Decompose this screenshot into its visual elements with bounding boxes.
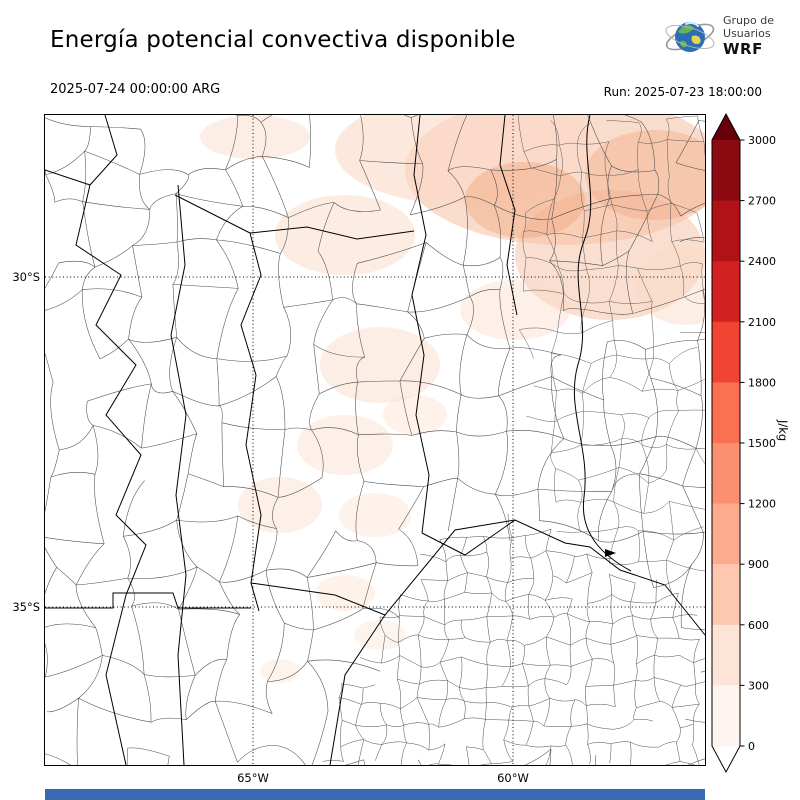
logo-text-wrf: WRF — [723, 40, 763, 59]
colorbar-tick-label: 0 — [748, 740, 755, 753]
colorbar-segment — [712, 624, 740, 686]
lon-tick-label-60w: 60°W — [497, 771, 529, 785]
cape-shaded-region — [354, 620, 406, 650]
cape-shaded-region — [275, 195, 415, 275]
province-boundary — [45, 169, 147, 765]
colorbar-under-arrow — [712, 746, 740, 772]
colorbar-unit-label: J/kg — [776, 420, 790, 442]
lon-tick-label-65w: 65°W — [237, 771, 269, 785]
colorbar-tick-label: 2400 — [748, 255, 776, 268]
cape-shaded-region — [297, 415, 393, 475]
colorbar-tick-label: 1500 — [748, 437, 776, 450]
colorbar-segment — [712, 321, 740, 383]
lat-tick-label-30s: 30°S — [12, 270, 40, 284]
city-marker — [605, 549, 616, 557]
colorbar-segment — [712, 443, 740, 504]
colorbar-tick-label: 900 — [748, 558, 769, 571]
colorbar-segment — [712, 261, 740, 323]
footer-bar — [45, 789, 705, 800]
colorbar-segment — [712, 140, 740, 201]
province-boundary — [250, 582, 386, 616]
lat-tick-label-35s: 35°S — [12, 600, 40, 614]
cape-shaded-region — [383, 395, 447, 435]
colorbar-tick-label: 2100 — [748, 316, 776, 329]
map-svg — [45, 115, 705, 765]
province-boundary — [499, 115, 518, 316]
colorbar-segment — [712, 200, 740, 262]
province-boundary — [573, 115, 632, 572]
province-boundary — [421, 519, 516, 556]
cape-shaded-region — [635, 245, 705, 325]
province-boundary — [329, 519, 705, 765]
department-boundary-mesh — [517, 115, 705, 594]
cape-shaded-region — [585, 130, 705, 220]
colorbar-tick-label: 1800 — [748, 376, 776, 389]
province-boundary — [240, 232, 262, 612]
colorbar-tick-label: 3000 — [748, 134, 776, 147]
cape-shaded-region — [320, 327, 440, 403]
province-boundary — [170, 184, 187, 765]
colorbar-segment — [712, 382, 740, 444]
logo-text-line2: Usuarios — [723, 27, 771, 41]
cape-shaded-region — [460, 280, 570, 340]
cape-shaded-region — [339, 493, 411, 537]
province-boundary — [411, 115, 430, 534]
province-boundary — [174, 194, 251, 234]
valid-time-label: 2025-07-24 00:00:00 ARG — [50, 82, 221, 97]
cape-shaded-region — [200, 115, 310, 159]
colorbar-segment — [712, 503, 740, 565]
cape-shaded-region — [260, 659, 300, 683]
logo-text-line1: Grupo de — [723, 14, 774, 28]
colorbar-over-arrow — [712, 114, 740, 140]
cape-shaded-region — [335, 115, 595, 205]
department-boundary-mesh — [322, 513, 705, 765]
province-boundary — [89, 115, 118, 186]
cape-shaded-region — [238, 477, 322, 533]
wrf-logo: Grupo de Usuarios WRF — [663, 13, 774, 61]
colorbar-segment — [712, 564, 740, 626]
logo-text: Grupo de Usuarios WRF — [723, 14, 774, 59]
page-title: Energía potencial convectiva disponible — [50, 27, 516, 53]
colorbar-tick-label: 1200 — [748, 498, 776, 511]
colorbar-segment — [712, 685, 740, 747]
globe-icon — [665, 21, 715, 52]
cape-shaded-region — [315, 575, 375, 611]
province-boundary — [45, 592, 251, 609]
colorbar-tick-label: 600 — [748, 619, 769, 632]
province-boundary — [249, 226, 415, 240]
department-boundary-mesh — [45, 115, 705, 765]
map-canvas — [44, 114, 706, 766]
colorbar-tick-label: 300 — [748, 679, 769, 692]
colorbar-tick-label: 2700 — [748, 195, 776, 208]
run-time-label: Run: 2025-07-23 18:00:00 — [603, 85, 762, 99]
